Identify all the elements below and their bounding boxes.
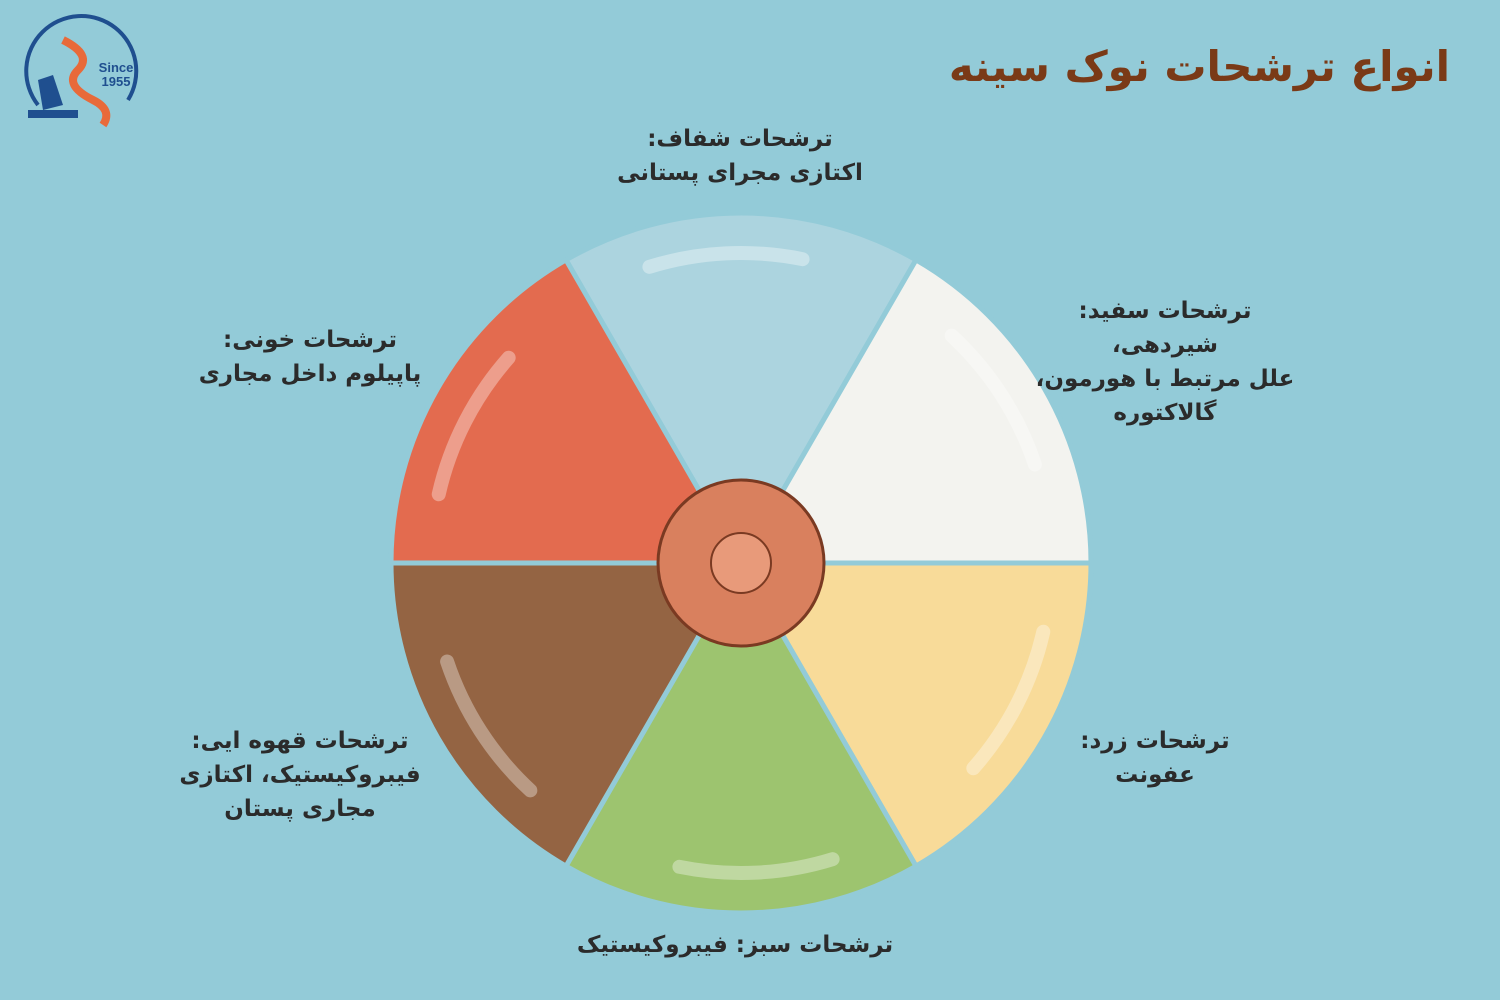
segment-clear: [562, 210, 920, 569]
label-brown-desc-2: مجاری پستان: [224, 796, 376, 822]
label-brown-title: ترشحات قهوه ایی:: [191, 728, 409, 754]
segment-white: [736, 256, 1094, 566]
segment-brown: [388, 560, 746, 870]
label-yellow: ترشحات زرد: عفونت: [1060, 724, 1250, 792]
label-bloody-title: ترشحات خونی:: [223, 327, 397, 353]
label-clear: ترشحات شفاف: اکتازی مجرای پستانی: [600, 122, 880, 190]
label-yellow-desc: عفونت: [1115, 762, 1195, 788]
page-title: انواع ترشحات نوک سینه: [948, 42, 1450, 91]
label-green: ترشحات سبز: فیبروکیستیک: [540, 928, 930, 962]
nipple-inner: [710, 532, 772, 594]
segment-highlight: [440, 654, 538, 798]
label-bloody-desc: پاپیلوم داخل مجاری: [198, 361, 422, 387]
label-yellow-title: ترشحات زرد:: [1080, 728, 1230, 754]
segment-highlight: [672, 852, 840, 880]
label-brown-desc-1: فیبروکیستیک، اکتازی: [179, 762, 421, 788]
segment-yellow: [736, 560, 1094, 870]
label-green-title: ترشحات سبز: فیبروکیستیک: [576, 932, 894, 958]
label-white-desc-2: علل مرتبط با هورمون،: [1035, 366, 1295, 392]
segment-green: [562, 557, 920, 916]
svg-text:Since: Since: [99, 60, 134, 75]
label-white-title: ترشحات سفید:: [1078, 298, 1252, 324]
armin-lab-logo: Since 1955: [18, 10, 148, 130]
label-brown: ترشحات قهوه ایی: فیبروکیستیک، اکتازی مجا…: [150, 724, 450, 826]
segment-highlight: [944, 328, 1042, 472]
label-clear-desc: اکتازی مجرای پستانی: [617, 160, 863, 186]
label-white: ترشحات سفید: شیردهی، علل مرتبط با هورمون…: [1030, 294, 1300, 430]
svg-text:1955: 1955: [102, 74, 131, 89]
label-white-desc-1: شیردهی،: [1111, 332, 1219, 358]
label-white-desc-3: گالاکتوره: [1113, 400, 1217, 426]
label-bloody: ترشحات خونی: پاپیلوم داخل مجاری: [180, 323, 440, 391]
segment-highlight: [966, 624, 1051, 776]
segment-bloody: [388, 256, 746, 566]
segment-highlight: [642, 246, 810, 274]
label-clear-title: ترشحات شفاف:: [647, 126, 833, 152]
segment-highlight: [431, 350, 516, 502]
